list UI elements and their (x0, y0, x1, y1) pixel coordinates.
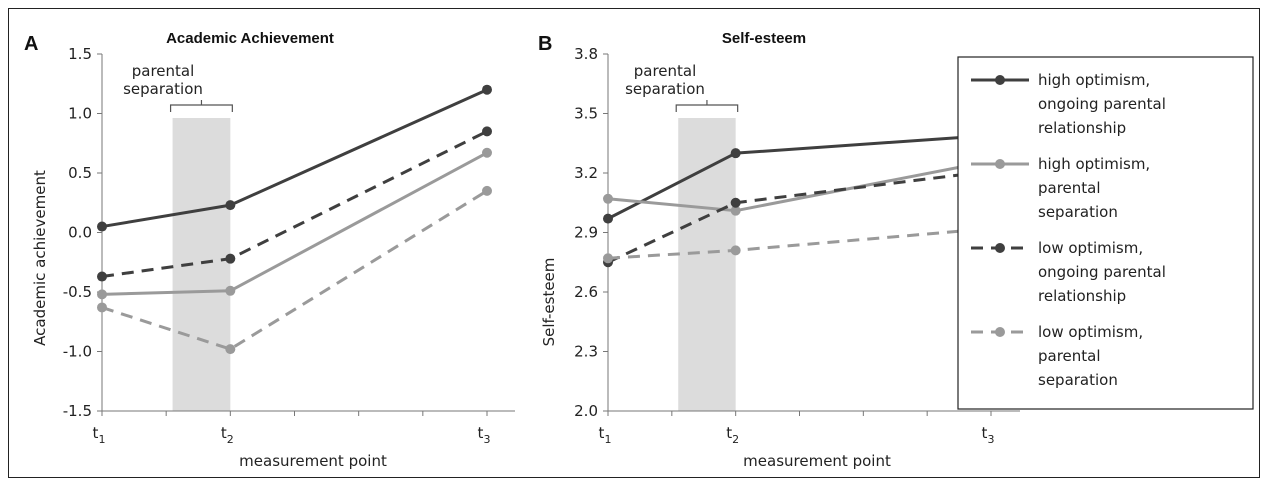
panel-b-note-line2: separation (625, 80, 705, 98)
panel-a-series-4-point-2 (225, 344, 236, 355)
panel-a-y-tick-label: 1.5 (68, 45, 92, 63)
legend-item-4-label-line-3: separation (1038, 371, 1118, 389)
panel-b-x-tick-label-t2: t2 (726, 424, 739, 446)
panel-a-note-line2: separation (123, 80, 203, 98)
panel-b-y-tick-label: 2.9 (574, 224, 598, 242)
legend-item-1-label-line-1: high optimism, (1038, 71, 1150, 89)
panel-a-x-tick-label-t1: t1 (93, 424, 106, 446)
panel-b-series-2-line (607, 159, 992, 213)
panel-a-y-tick-label: -1.0 (63, 343, 92, 361)
panel-a-x-tick-label-t2: t2 (221, 424, 234, 446)
legend-item-3-label-line-3: relationship (1038, 287, 1126, 305)
panel-a-y-tick-label: -0.5 (63, 283, 92, 301)
legend-item-2-label-line-2: parental (1038, 179, 1101, 197)
panel-b-separation-bracket (675, 104, 739, 112)
panel-b-series-1-point-1 (603, 213, 613, 224)
panel-a-series-1-point-1 (97, 221, 107, 232)
panel-a-series-2-point-3 (482, 147, 492, 158)
panel-b-y-tick-label: 2.3 (574, 343, 598, 361)
legend-item-1-label-line-3: relationship (1038, 119, 1126, 137)
legend-item-4-swatch-marker (995, 327, 1005, 337)
panel-b-y-tick-label: 2.6 (574, 283, 598, 301)
panel-b-separation-band (678, 118, 736, 411)
panel-a-series-4-point-3 (482, 185, 492, 196)
legend-item-1-label-line-2: ongoing parental (1038, 95, 1166, 113)
panel-b-x-tick-label-t1: t1 (599, 424, 612, 446)
legend: high optimism, ongoing parental relationsh… (971, 71, 1166, 389)
panel-b-y-tick-label: 2.0 (574, 402, 598, 420)
panel-b-series-2-point-2 (730, 205, 741, 216)
legend-item-3-swatch-marker (995, 243, 1005, 253)
panel-b-title: Self-esteem (722, 30, 806, 47)
legend-item-4-label-line-2: parental (1038, 347, 1101, 365)
panel-a-series-3-point-3 (482, 126, 492, 137)
panel-a-y-axis-title: Academic achievement (31, 170, 49, 346)
legend-box (957, 56, 1254, 410)
panel-b-series-1-point-2 (730, 148, 741, 159)
legend-item-2-label-line-1: high optimism, (1038, 155, 1150, 173)
panel-b-note-line1: parental (634, 62, 697, 80)
panel-a-series-3-point-1 (97, 271, 107, 282)
panel-a-series-4-line (101, 189, 488, 351)
panel-letter-b: B (538, 33, 552, 55)
panel-a-y-tick-label: 1.0 (68, 105, 92, 123)
panel-b-y-axis-title: Self-esteem (540, 258, 558, 347)
panel-b-y-tick-label: 3.8 (574, 45, 598, 63)
panel-b-y-tick-label: 3.5 (574, 105, 598, 123)
panel-a-series-3-point-2 (225, 253, 236, 264)
panel-b-series-3-point-2 (730, 197, 741, 208)
panel-a-y-tick-label: 0.5 (68, 164, 92, 182)
panel-a-y-tick-label: 0.0 (68, 224, 92, 242)
panel-a-series-1-point-3 (482, 84, 492, 95)
panel-a-series-2-point-2 (225, 285, 236, 296)
panel-b-series-4-line (607, 227, 992, 260)
legend-item-3-label-line-1: low optimism, (1038, 239, 1143, 257)
panel-b-x-axis-title: measurement point (743, 452, 891, 470)
panel-a-series-1-line (101, 88, 488, 229)
panel-a-title: Academic Achievement (166, 30, 334, 47)
panel-a-x-tick-label-t3: t3 (478, 424, 491, 446)
panel-a-series-1-point-2 (225, 200, 236, 211)
panel-a-x-axis-title: measurement point (239, 452, 387, 470)
panel-a-y-tick-label: -1.5 (63, 402, 92, 420)
panel-b-series-4-point-1 (603, 253, 613, 264)
panel-b-y-tick-label: 3.2 (574, 164, 598, 182)
legend-item-2-swatch-marker (995, 159, 1005, 169)
panel-b-series-4-point-2 (730, 245, 741, 256)
legend-item-4-label-line-1: low optimism, (1038, 323, 1143, 341)
legend-item-2-label-line-3: separation (1038, 203, 1118, 221)
legend-item-3-label-line-2: ongoing parental (1038, 263, 1166, 281)
panel-a-series-4-point-1 (97, 302, 107, 313)
panel-a-series-2-point-1 (97, 289, 107, 300)
panel-b-series-2-point-1 (603, 193, 613, 204)
panel-b-series-3-line (607, 169, 992, 264)
panel-a-series-2-line (101, 151, 488, 296)
panel-a-separation-bracket (169, 104, 233, 112)
panel-b-x-tick-label-t3: t3 (982, 424, 995, 446)
panel-a-note-line1: parental (132, 62, 195, 80)
legend-item-1-swatch-marker (995, 75, 1005, 85)
panel-letter-a: A (24, 33, 38, 55)
